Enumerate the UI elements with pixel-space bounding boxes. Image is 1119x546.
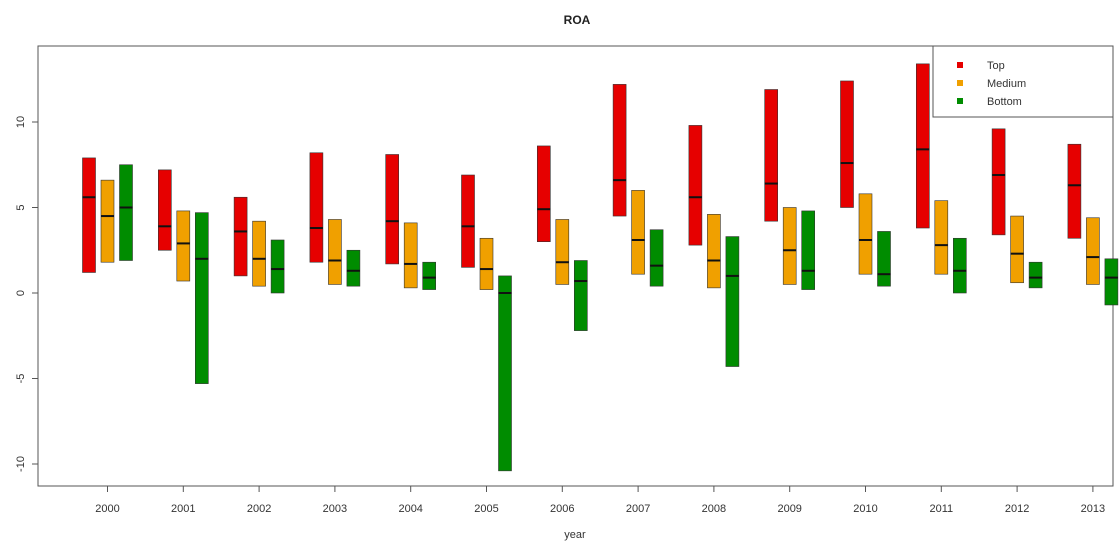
bar-medium	[252, 220, 266, 287]
bar-medium	[1086, 217, 1100, 285]
bar-bottom	[195, 212, 209, 384]
bar-top	[461, 174, 475, 268]
y-tick-label: 0	[15, 290, 27, 296]
bar-top	[82, 157, 96, 273]
bar-top	[309, 152, 324, 263]
bar-medium	[934, 200, 949, 275]
x-tick-label: 2001	[171, 503, 195, 515]
bar-top	[1067, 143, 1082, 239]
x-axis-label: year	[564, 529, 586, 541]
x-tick-label: 2005	[474, 503, 498, 515]
bar-medium	[403, 222, 418, 289]
x-tick-label: 2013	[1081, 503, 1105, 515]
legend-label-top: Top	[987, 60, 1005, 72]
legend-swatch-medium	[957, 80, 963, 86]
bar-top	[991, 128, 1006, 236]
bar-bottom	[119, 164, 133, 261]
bar-medium	[479, 237, 494, 290]
bars	[82, 63, 1119, 472]
bar-medium	[176, 210, 191, 282]
bar-bottom	[573, 260, 588, 331]
x-tick-label: 2011	[929, 503, 953, 515]
bar-bottom	[952, 237, 967, 294]
legend-label-bottom: Bottom	[987, 96, 1022, 108]
x-tick-label: 2010	[853, 503, 877, 515]
bar-medium	[1010, 215, 1024, 284]
x-tick-label: 2004	[398, 503, 422, 515]
bar-medium	[858, 193, 873, 275]
bar-bottom	[801, 210, 816, 290]
bar-top	[158, 169, 172, 251]
chart-title: ROA	[564, 13, 591, 27]
bar-bottom	[346, 249, 361, 287]
y-tick-label: 10	[15, 116, 27, 128]
x-tick-label: 2009	[777, 503, 801, 515]
legend-swatch-bottom	[957, 98, 963, 104]
bar-bottom	[649, 229, 664, 287]
bar-bottom	[1104, 258, 1119, 306]
bar-bottom	[725, 236, 740, 367]
bar-medium	[100, 179, 115, 263]
bar-top	[536, 145, 551, 243]
bar-bottom	[877, 231, 891, 287]
y-axis: -10 -5 0 5 10	[15, 116, 38, 472]
bar-medium	[782, 207, 797, 285]
bar-top	[612, 84, 627, 217]
bar-top	[688, 125, 703, 246]
legend-label-medium: Medium	[987, 78, 1026, 90]
bar-bottom	[422, 261, 437, 290]
bar-medium	[328, 219, 342, 285]
x-tick-label: 2000	[95, 503, 119, 515]
x-tick-label: 2008	[702, 503, 726, 515]
y-tick-label: 5	[15, 204, 27, 210]
x-tick-label: 2003	[323, 503, 347, 515]
bar-top	[840, 80, 854, 208]
x-tick-label: 2002	[247, 503, 271, 515]
bar-top	[764, 89, 779, 222]
legend: Top Medium Bottom	[932, 45, 1114, 118]
bar-bottom	[498, 275, 512, 472]
x-axis: 2000 2001 2002 2003 2004 2005 2006 2007 2008 2009…	[95, 486, 1105, 515]
bar-bottom	[270, 239, 285, 294]
y-tick-label: -5	[15, 374, 27, 384]
x-tick-label: 2006	[550, 503, 574, 515]
bar-bottom	[1028, 261, 1043, 289]
bar-top	[233, 196, 248, 277]
x-tick-label: 2012	[1005, 503, 1029, 515]
bar-medium	[555, 219, 570, 285]
x-tick-label: 2007	[626, 503, 650, 515]
bar-top	[915, 63, 930, 229]
y-tick-label: -10	[15, 456, 27, 472]
bar-top	[385, 154, 400, 265]
legend-swatch-top	[957, 62, 963, 68]
bar-medium	[707, 214, 721, 289]
bar-medium	[631, 190, 645, 275]
